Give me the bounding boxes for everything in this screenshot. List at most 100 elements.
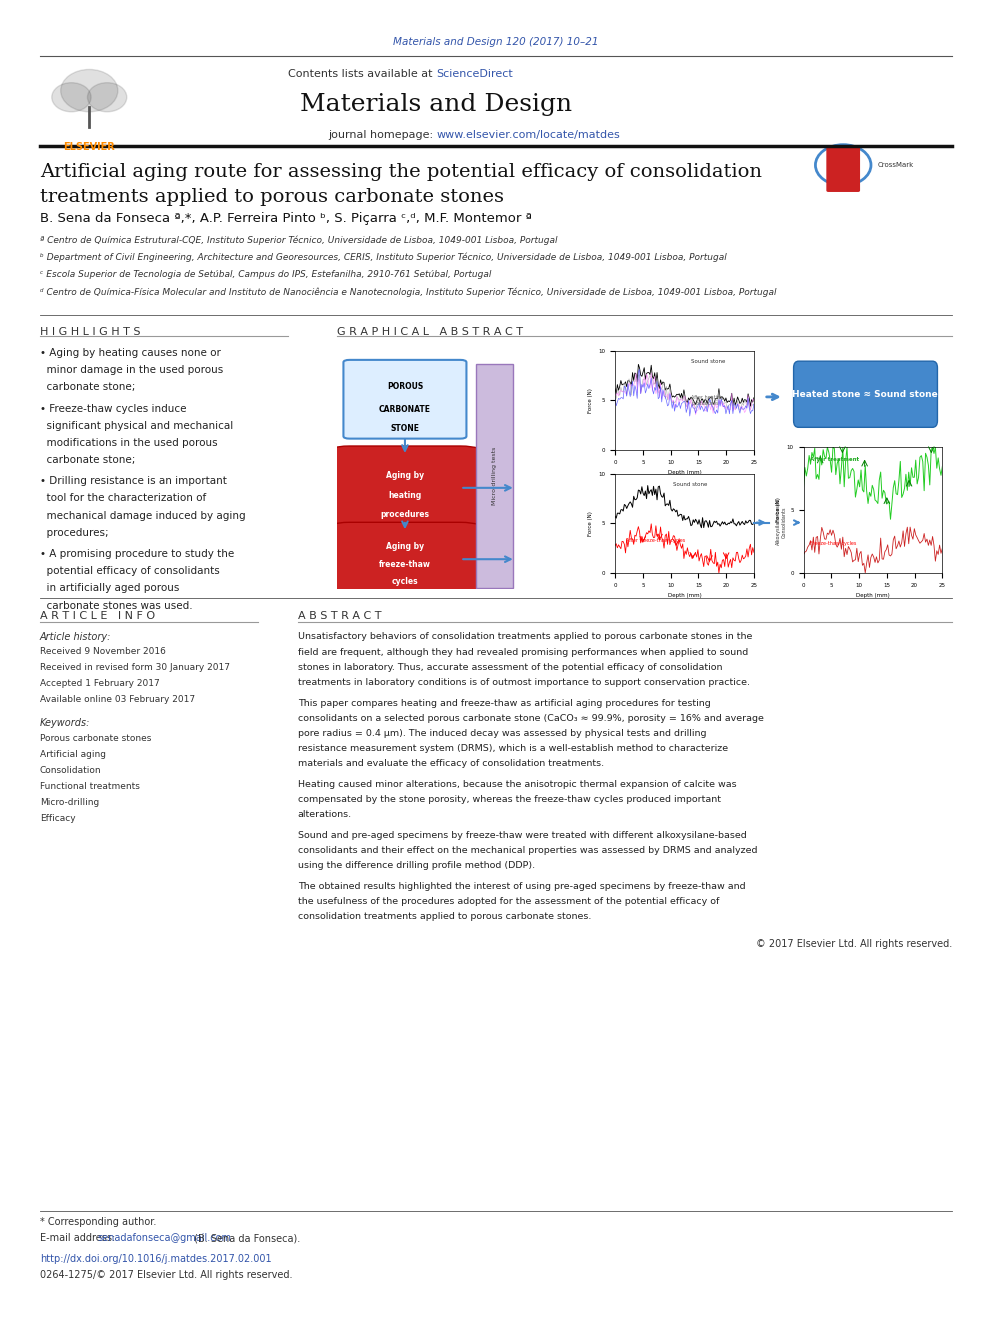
Text: Sound and pre-aged specimens by freeze-thaw were treated with different alkoxysi: Sound and pre-aged specimens by freeze-t… [298, 831, 746, 840]
Text: © 2017 Elsevier Ltd. All rights reserved.: © 2017 Elsevier Ltd. All rights reserved… [756, 939, 952, 950]
Text: ᶜ Escola Superior de Tecnologia de Setúbal, Campus do IPS, Estefanilha, 2910-761: ᶜ Escola Superior de Tecnologia de Setúb… [40, 270, 491, 279]
Text: • Aging by heating causes none or: • Aging by heating causes none or [40, 348, 220, 359]
Text: The obtained results highlighted the interest of using pre-aged specimens by fre: The obtained results highlighted the int… [298, 882, 745, 890]
Y-axis label: Force (N): Force (N) [777, 497, 782, 523]
Text: E-mail address:: E-mail address: [40, 1233, 118, 1244]
X-axis label: Depth (mm): Depth (mm) [668, 593, 701, 598]
Text: cycles: cycles [392, 577, 419, 586]
Text: carbonate stone;: carbonate stone; [40, 455, 135, 466]
Text: field are frequent, although they had revealed promising performances when appli: field are frequent, although they had re… [298, 647, 748, 656]
Text: consolidants on a selected porous carbonate stone (CaCO₃ ≈ 99.9%, porosity = 16%: consolidants on a selected porous carbon… [298, 714, 764, 722]
Text: Artificial aging: Artificial aging [40, 750, 106, 759]
Text: Freeze-thaw cycles: Freeze-thaw cycles [810, 541, 857, 546]
Text: Heated stone ≈ Sound stone: Heated stone ≈ Sound stone [793, 390, 937, 398]
Text: Heating caused minor alterations, because the anisotropic thermal expansion of c: Heating caused minor alterations, becaus… [298, 779, 736, 789]
Text: ScienceDirect: ScienceDirect [436, 69, 513, 79]
Text: minor damage in the used porous: minor damage in the used porous [40, 365, 223, 376]
FancyBboxPatch shape [325, 523, 485, 597]
Text: After freeze-thaw cycles: After freeze-thaw cycles [626, 538, 685, 544]
Text: carbonate stone;: carbonate stone; [40, 382, 135, 393]
Text: journal homepage:: journal homepage: [327, 130, 436, 140]
Text: consolidation treatments applied to porous carbonate stones.: consolidation treatments applied to poro… [298, 913, 591, 921]
Text: B. Sena da Fonseca ª,*, A.P. Ferreira Pinto ᵇ, S. Piçarra ᶜ,ᵈ, M.F. Montemor ª: B. Sena da Fonseca ª,*, A.P. Ferreira Pi… [40, 212, 532, 225]
Text: freeze-thaw: freeze-thaw [379, 560, 431, 569]
Text: treatments in laboratory conditions is of outmost importance to support conserva: treatments in laboratory conditions is o… [298, 677, 750, 687]
Text: senadafonseca@gmail.com: senadafonseca@gmail.com [97, 1233, 231, 1244]
Text: A R T I C L E   I N F O: A R T I C L E I N F O [40, 611, 155, 622]
Text: compensated by the stone porosity, whereas the freeze-thaw cycles produced impor: compensated by the stone porosity, where… [298, 795, 720, 804]
Text: in artificially aged porous: in artificially aged porous [40, 583, 179, 594]
Text: After treatment: After treatment [810, 458, 860, 462]
Text: H I G H L I G H T S: H I G H L I G H T S [40, 327, 140, 337]
Text: Accepted 1 February 2017: Accepted 1 February 2017 [40, 679, 160, 688]
X-axis label: Depth (mm): Depth (mm) [856, 593, 890, 598]
Text: procedures: procedures [381, 511, 430, 520]
Text: Consolidation: Consolidation [40, 766, 101, 775]
Text: Article history:: Article history: [40, 632, 111, 643]
Text: A B S T R A C T: A B S T R A C T [298, 611, 381, 622]
Text: Micro-drilling: Micro-drilling [40, 798, 99, 807]
Circle shape [87, 82, 127, 112]
Text: Contents lists available at: Contents lists available at [289, 69, 436, 79]
FancyBboxPatch shape [343, 360, 466, 439]
Text: • Drilling resistance is an important: • Drilling resistance is an important [40, 476, 226, 487]
Text: Keywords:: Keywords: [40, 718, 90, 729]
Text: ELSEVIER: ELSEVIER [63, 142, 115, 152]
FancyBboxPatch shape [826, 146, 860, 192]
Text: Efficacy: Efficacy [40, 814, 75, 823]
Text: POROUS: POROUS [387, 382, 423, 392]
Text: DESIGN: DESIGN [837, 91, 879, 102]
Text: Micro-drilling tests: Micro-drilling tests [492, 446, 497, 505]
Text: This paper compares heating and freeze-thaw as artificial aging procedures for t: This paper compares heating and freeze-t… [298, 699, 710, 708]
Text: Unsatisfactory behaviors of consolidation treatments applied to porous carbonate: Unsatisfactory behaviors of consolidatio… [298, 632, 752, 642]
Text: Porous carbonate stones: Porous carbonate stones [40, 734, 151, 744]
Text: treatments applied to porous carbonate stones: treatments applied to porous carbonate s… [40, 188, 504, 206]
Text: pore radius = 0.4 μm). The induced decay was assessed by physical tests and dril: pore radius = 0.4 μm). The induced decay… [298, 729, 706, 738]
Text: Functional treatments: Functional treatments [40, 782, 140, 791]
Text: Received 9 November 2016: Received 9 November 2016 [40, 647, 166, 656]
X-axis label: Depth (mm): Depth (mm) [668, 470, 701, 475]
Text: http://dx.doi.org/10.1016/j.matdes.2017.02.001: http://dx.doi.org/10.1016/j.matdes.2017.… [40, 1254, 271, 1265]
Text: using the difference drilling profile method (DDP).: using the difference drilling profile me… [298, 861, 535, 871]
Text: Sound stone: Sound stone [691, 359, 726, 364]
Text: CARBONATE: CARBONATE [379, 405, 431, 414]
Circle shape [61, 69, 118, 112]
Y-axis label: Force (N): Force (N) [588, 388, 593, 413]
Text: stones in laboratory. Thus, accurate assessment of the potential efficacy of con: stones in laboratory. Thus, accurate ass… [298, 663, 722, 672]
Text: ª Centro de Química Estrutural-CQE, Instituto Superior Técnico, Universidade de : ª Centro de Química Estrutural-CQE, Inst… [40, 235, 558, 245]
Text: Materials and Design: Materials and Design [301, 93, 572, 115]
Text: Available online 03 February 2017: Available online 03 February 2017 [40, 695, 194, 704]
FancyBboxPatch shape [325, 446, 485, 529]
Text: CrossMark: CrossMark [878, 161, 915, 168]
Text: procedures;: procedures; [40, 528, 108, 538]
Text: Sound stone: Sound stone [674, 482, 707, 487]
Text: significant physical and mechanical: significant physical and mechanical [40, 421, 233, 431]
FancyBboxPatch shape [476, 364, 513, 587]
Text: heating: heating [388, 491, 422, 500]
Text: materials and evaluate the efficacy of consolidation treatments.: materials and evaluate the efficacy of c… [298, 759, 604, 769]
Text: (B. Sena da Fonseca).: (B. Sena da Fonseca). [191, 1233, 301, 1244]
Text: ᵇ Department of Civil Engineering, Architecture and Georesources, CERIS, Institu: ᵇ Department of Civil Engineering, Archi… [40, 253, 726, 262]
Text: • Freeze-thaw cycles induce: • Freeze-thaw cycles induce [40, 404, 186, 414]
Text: potential efficacy of consolidants: potential efficacy of consolidants [40, 566, 219, 577]
Text: alterations.: alterations. [298, 810, 352, 819]
Text: mechanical damage induced by aging: mechanical damage induced by aging [40, 511, 245, 521]
Circle shape [52, 82, 91, 112]
Text: Artificial aging route for assessing the potential efficacy of consolidation: Artificial aging route for assessing the… [40, 163, 762, 181]
Text: G R A P H I C A L   A B S T R A C T: G R A P H I C A L A B S T R A C T [337, 327, 524, 337]
Text: After heating
procedures: After heating procedures [691, 396, 724, 406]
Text: Received in revised form 30 January 2017: Received in revised form 30 January 2017 [40, 663, 230, 672]
Text: Aging by: Aging by [386, 542, 424, 552]
Text: Aging by: Aging by [386, 471, 424, 480]
Text: resistance measurement system (DRMS), which is a well-establish method to charac: resistance measurement system (DRMS), wh… [298, 744, 728, 753]
Text: materials: materials [841, 78, 875, 85]
Text: ᵈ Centro de Química-Física Molecular and Instituto de Nanociência e Nanotecnolog: ᵈ Centro de Química-Física Molecular and… [40, 287, 776, 296]
Text: • A promising procedure to study the: • A promising procedure to study the [40, 549, 234, 560]
Y-axis label: Force (N): Force (N) [588, 511, 593, 536]
Text: STONE: STONE [391, 425, 420, 434]
Text: the usefulness of the procedures adopted for the assessment of the potential eff: the usefulness of the procedures adopted… [298, 897, 719, 906]
Text: tool for the characterization of: tool for the characterization of [40, 493, 206, 504]
Text: modifications in the used porous: modifications in the used porous [40, 438, 217, 448]
Text: carbonate stones was used.: carbonate stones was used. [40, 601, 192, 611]
Text: Alkoxysilane-based
Consolidants: Alkoxysilane-based Consolidants [776, 499, 787, 545]
